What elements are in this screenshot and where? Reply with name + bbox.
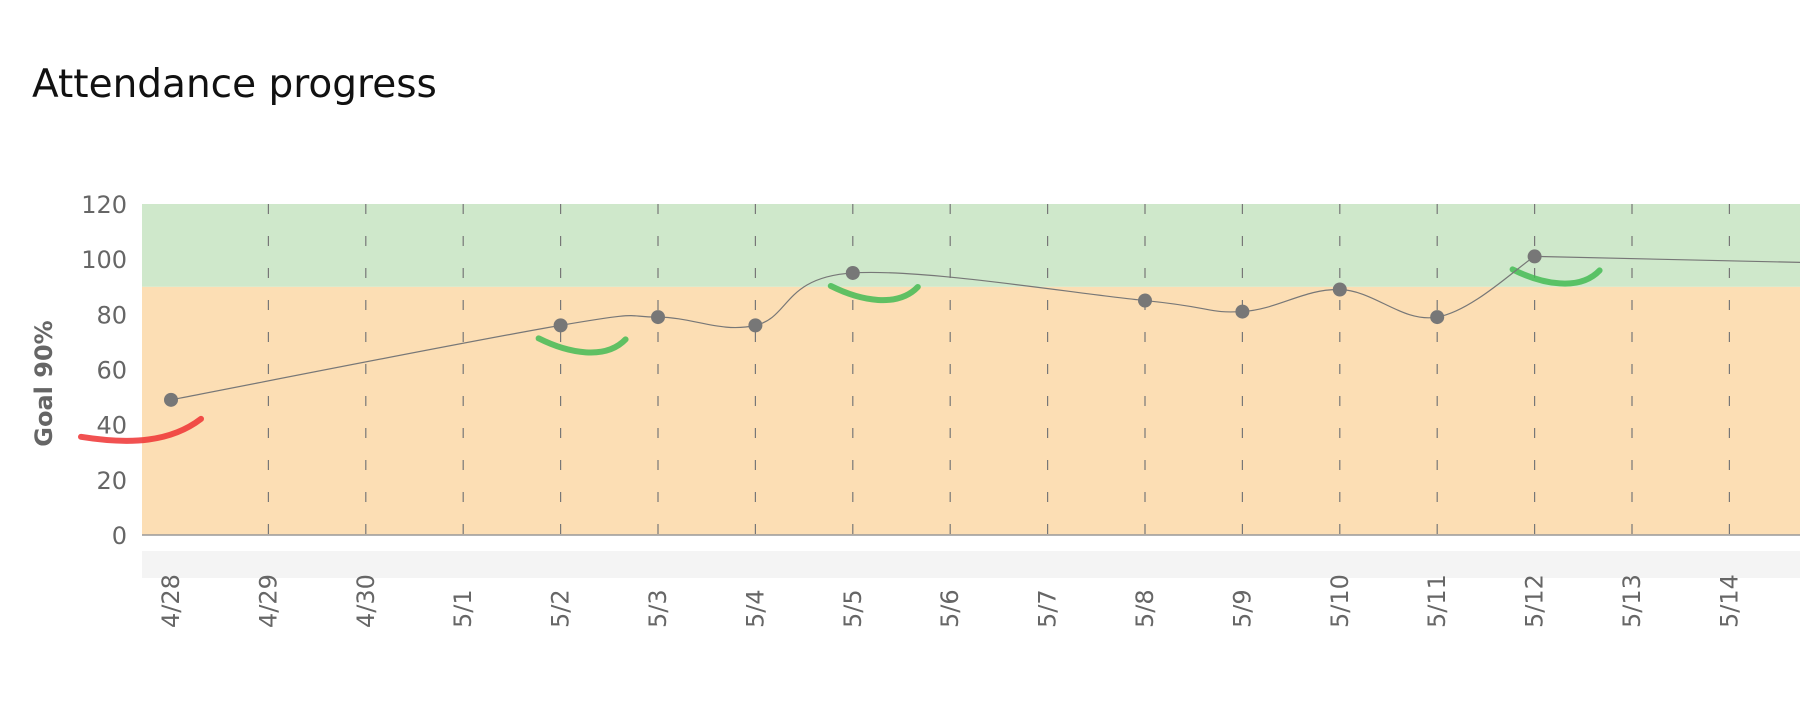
x-tick-label: 5/12 <box>1521 574 1549 628</box>
x-tick-label: 5/3 <box>644 589 672 628</box>
y-axis-ticks: 0 20 40 60 80 100 120 <box>81 191 127 550</box>
y-tick-label: 100 <box>81 246 127 274</box>
data-point-5/12[interactable] <box>1527 249 1542 264</box>
x-tick-label: 5/14 <box>1715 574 1743 628</box>
trend-mark-5/12 <box>1509 266 1603 287</box>
data-point-5/10[interactable] <box>1332 282 1347 297</box>
gridlines <box>267 204 1731 535</box>
data-point-5/8[interactable] <box>1138 293 1152 308</box>
x-tick-label: 5/11 <box>1423 574 1451 628</box>
data-point-5/3[interactable] <box>651 310 665 325</box>
chart-title: Attendance progress <box>32 62 437 107</box>
x-tick-label: 5/2 <box>547 589 575 628</box>
data-point-5/2[interactable] <box>553 318 568 333</box>
y-tick-label: 60 <box>96 357 127 385</box>
x-tick-label: 5/7 <box>1034 589 1062 628</box>
x-tick-label: 5/13 <box>1618 574 1646 628</box>
x-tick-label: 5/9 <box>1228 589 1256 628</box>
data-points <box>164 249 1542 407</box>
y-tick-label: 20 <box>96 467 127 495</box>
x-tick-label: 4/29 <box>254 574 282 628</box>
y-tick-label: 120 <box>81 191 127 219</box>
x-tick-label: 4/30 <box>352 574 380 628</box>
x-tick-label: 5/5 <box>839 589 867 628</box>
x-tick-label: 5/8 <box>1131 589 1159 628</box>
trend-mark-4/28 <box>78 415 204 444</box>
scrollbar-track[interactable] <box>142 551 1800 578</box>
data-point-5/4[interactable] <box>748 318 763 333</box>
data-point-5/11[interactable] <box>1430 310 1445 325</box>
trend-mark-5/5 <box>827 282 921 304</box>
data-point-4/28[interactable] <box>164 392 178 407</box>
x-axis-ticks: 4/28 4/29 4/30 5/1 5/2 5/3 5/4 5/5 5/6 5/7 5/8 5/9 5… <box>157 574 1743 628</box>
y-axis-label: Goal 90% <box>30 320 58 446</box>
x-tick-label: 4/28 <box>157 574 185 628</box>
y-tick-label: 40 <box>96 412 127 440</box>
band-0 <box>142 286 1800 535</box>
y-tick-label: 0 <box>112 522 127 550</box>
x-tick-label: 5/6 <box>936 589 964 628</box>
trend-marks <box>78 266 1603 444</box>
trend-mark-5/2 <box>535 335 629 356</box>
y-tick-label: 80 <box>96 301 127 329</box>
data-point-5/5[interactable] <box>845 265 860 280</box>
goal-bands <box>142 204 1800 535</box>
x-tick-label: 5/10 <box>1326 574 1354 628</box>
x-tick-label: 5/4 <box>741 589 769 628</box>
data-point-5/9[interactable] <box>1235 304 1250 319</box>
band-1 <box>142 204 1800 287</box>
x-tick-label: 5/1 <box>449 589 477 628</box>
